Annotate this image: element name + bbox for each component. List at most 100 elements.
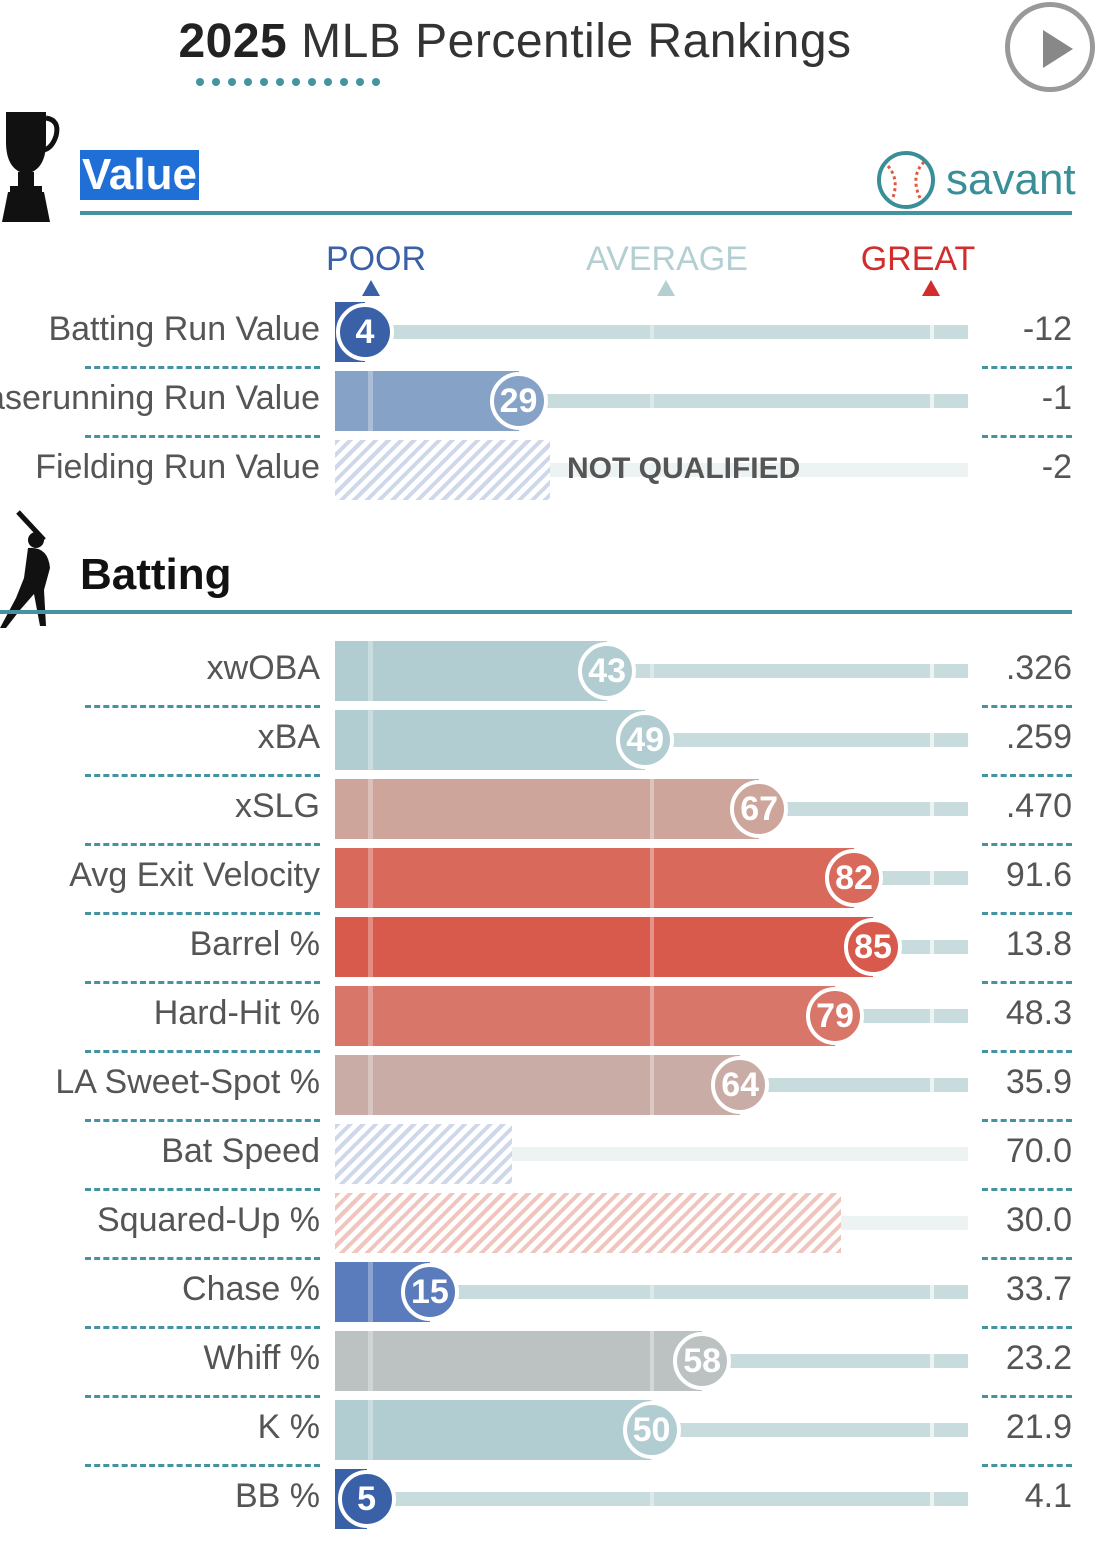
average-marker xyxy=(649,848,654,908)
average-marker xyxy=(649,302,654,362)
percentile-bubble[interactable]: 43 xyxy=(578,642,637,700)
section-divider-value xyxy=(80,211,1072,215)
percentile-bubble[interactable]: 4 xyxy=(336,303,394,361)
great-marker xyxy=(930,1354,935,1368)
percentile-bar xyxy=(335,1331,703,1391)
metric-row[interactable]: Fielding Run Value NOT QUALIFIED -2 xyxy=(0,440,1072,500)
scale-arrow-great xyxy=(922,280,940,296)
metric-value: 21.9 xyxy=(1005,1408,1072,1446)
metric-row[interactable]: BB % 5 4.1 xyxy=(0,1469,1072,1529)
metric-row[interactable]: K % 50 21.9 xyxy=(0,1400,1072,1460)
percentile-bubble[interactable]: 29 xyxy=(489,372,548,430)
metric-label: K % xyxy=(257,1408,320,1446)
metric-value: 91.6 xyxy=(1005,856,1072,894)
percentile-bar xyxy=(335,1055,741,1115)
great-marker xyxy=(930,325,935,339)
row-separator xyxy=(982,1395,1072,1398)
row-separator xyxy=(982,912,1072,915)
great-marker xyxy=(930,802,935,816)
percentile-bubble[interactable]: 85 xyxy=(844,918,903,976)
batter-icon xyxy=(0,510,50,628)
savant-text: savant xyxy=(946,155,1076,204)
metric-row[interactable]: Avg Exit Velocity 82 91.6 xyxy=(0,848,1072,908)
percentile-bar xyxy=(335,371,519,431)
great-marker xyxy=(930,1492,935,1506)
average-marker xyxy=(649,1469,654,1529)
metric-row[interactable]: Hard-Hit % 79 48.3 xyxy=(0,986,1072,1046)
metric-value: 70.0 xyxy=(1005,1132,1072,1170)
title-text: MLB Percentile Rankings xyxy=(287,15,852,68)
metric-label: Barrel % xyxy=(189,925,320,963)
row-separator xyxy=(85,705,320,708)
average-marker xyxy=(649,641,654,701)
metric-row[interactable]: Batting Run Value 4 -12 xyxy=(0,302,1072,362)
percentile-bubble[interactable]: 50 xyxy=(622,1401,681,1459)
row-separator xyxy=(982,705,1072,708)
great-marker xyxy=(930,1423,935,1437)
section-divider-batting xyxy=(0,610,1072,614)
metric-row[interactable]: xSLG 67 .470 xyxy=(0,779,1072,839)
savant-logo[interactable]: savant xyxy=(876,150,1076,210)
row-separator xyxy=(85,1395,320,1398)
average-marker xyxy=(649,917,654,977)
metric-label: Batting Run Value xyxy=(48,310,320,348)
page-title: 2025 MLB Percentile Rankings xyxy=(0,14,1030,69)
average-marker xyxy=(649,779,654,839)
metric-label: Fielding Run Value xyxy=(35,448,320,486)
metric-label: xBA xyxy=(257,718,320,756)
percentile-bar xyxy=(335,1124,513,1184)
row-separator xyxy=(982,1326,1072,1329)
row-separator xyxy=(85,1257,320,1260)
metric-value: 30.0 xyxy=(1005,1201,1072,1239)
percentile-track xyxy=(335,1285,968,1299)
metric-row[interactable]: Squared-Up % 30.0 xyxy=(0,1193,1072,1253)
percentile-bubble[interactable]: 15 xyxy=(400,1263,459,1321)
great-marker xyxy=(930,1009,935,1023)
row-separator xyxy=(85,435,320,438)
title-dots-indicator xyxy=(196,78,380,86)
metric-row[interactable]: Baserunning Run Value 29 -1 xyxy=(0,371,1072,431)
row-separator xyxy=(85,1188,320,1191)
metric-row[interactable]: Barrel % 85 13.8 xyxy=(0,917,1072,977)
play-button[interactable] xyxy=(1005,2,1095,92)
metric-value: 4.1 xyxy=(1024,1477,1072,1515)
metric-row[interactable]: xBA 49 .259 xyxy=(0,710,1072,770)
percentile-bubble[interactable]: 79 xyxy=(806,987,865,1045)
scale-label-average: AVERAGE xyxy=(586,240,748,278)
percentile-bubble[interactable]: 64 xyxy=(711,1056,770,1114)
trophy-icon xyxy=(2,112,60,222)
great-marker xyxy=(930,940,935,954)
average-marker xyxy=(649,371,654,431)
percentile-bar xyxy=(335,848,855,908)
section-title-value[interactable]: Value xyxy=(80,150,199,200)
not-qualified-text: NOT QUALIFIED xyxy=(567,452,801,485)
average-marker xyxy=(649,1055,654,1115)
percentile-track xyxy=(335,1492,968,1506)
percentile-bubble[interactable]: 49 xyxy=(616,711,675,769)
metric-row[interactable]: Bat Speed 70.0 xyxy=(0,1124,1072,1184)
row-separator xyxy=(982,1257,1072,1260)
metric-row[interactable]: Whiff % 58 23.2 xyxy=(0,1331,1072,1391)
average-marker xyxy=(649,1331,654,1391)
percentile-track xyxy=(335,325,968,339)
row-separator xyxy=(85,912,320,915)
row-separator xyxy=(982,774,1072,777)
scale-arrow-average xyxy=(657,280,675,296)
percentile-bubble[interactable]: 58 xyxy=(673,1332,732,1390)
percentile-bubble[interactable]: 67 xyxy=(730,780,789,838)
percentile-bar xyxy=(335,1193,842,1253)
metric-row[interactable]: LA Sweet-Spot % 64 35.9 xyxy=(0,1055,1072,1115)
metric-value: .259 xyxy=(1005,718,1072,756)
percentile-bubble[interactable]: 5 xyxy=(337,1470,396,1528)
metric-value: -1 xyxy=(1041,379,1072,417)
metric-label: Squared-Up % xyxy=(96,1201,320,1239)
metric-row[interactable]: xwOBA 43 .326 xyxy=(0,641,1072,701)
scale-arrow-poor xyxy=(362,280,380,296)
percentile-bubble[interactable]: 82 xyxy=(825,849,884,907)
row-separator xyxy=(982,366,1072,369)
metric-label: Whiff % xyxy=(203,1339,320,1377)
row-separator xyxy=(982,981,1072,984)
row-separator xyxy=(85,1326,320,1329)
row-separator xyxy=(85,774,320,777)
metric-row[interactable]: Chase % 15 33.7 xyxy=(0,1262,1072,1322)
